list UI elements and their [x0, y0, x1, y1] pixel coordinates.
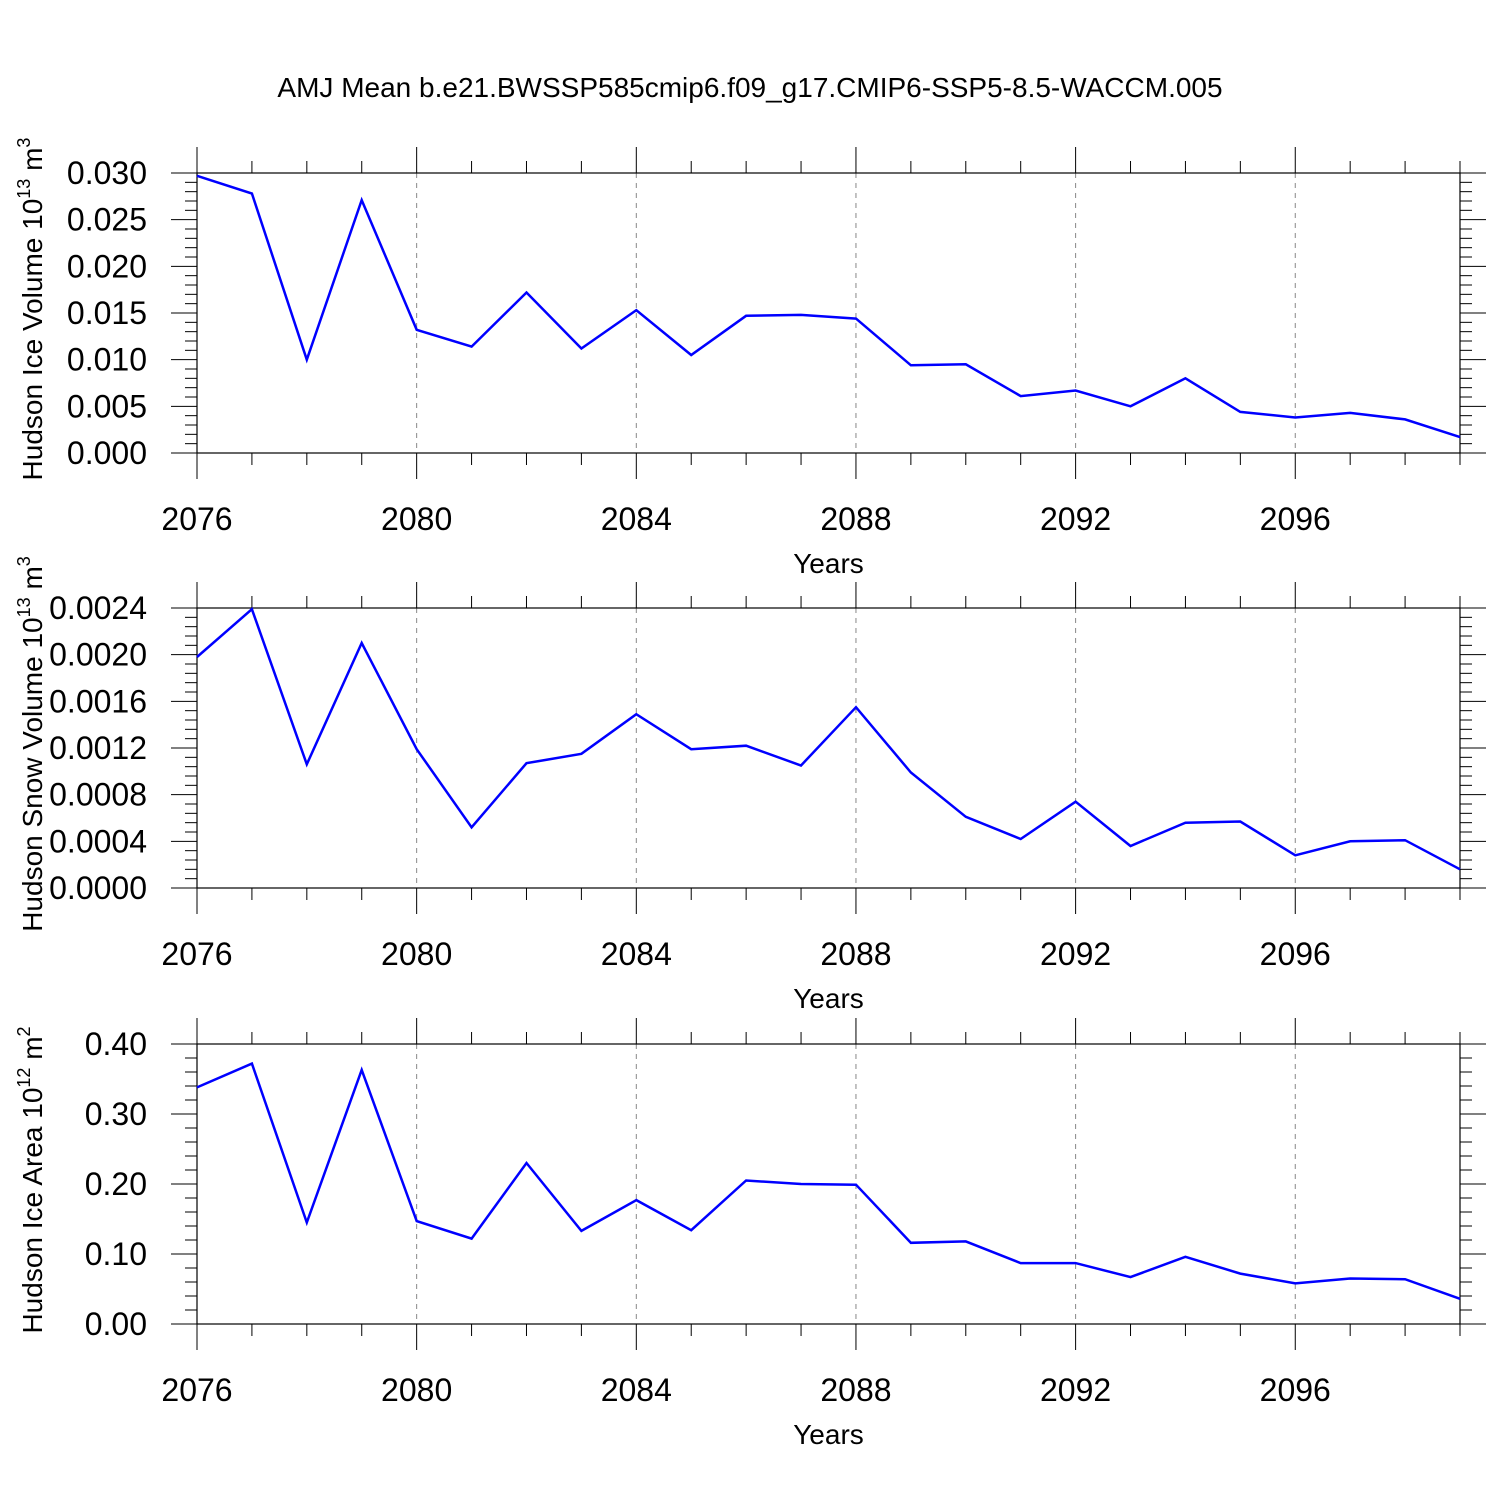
y-axis-label-unit: m	[17, 566, 48, 597]
x-tick-label: 2092	[1040, 936, 1111, 972]
y-tick-label: 0.0008	[49, 777, 147, 813]
y-tick-label: 0.0004	[49, 823, 147, 859]
y-tick-label: 0.030	[67, 155, 147, 191]
panel-2: 2076 2080 2084 2088 2092 2096 0.0000 0.0004 0.00…	[14, 556, 1486, 1014]
y-axis-label-exponent: 13	[14, 179, 34, 199]
x-tick-label: 2088	[820, 1372, 891, 1408]
y-tick-label: 0.0012	[49, 730, 147, 766]
x-tick-label: 2096	[1260, 936, 1331, 972]
plot-frame	[196, 172, 1461, 454]
y-axis-label-exponent: 12	[14, 1068, 34, 1088]
y-axis-label-unit: m	[17, 1036, 48, 1067]
x-tick-label: 2076	[161, 501, 232, 537]
x-axis-label: Years	[793, 983, 864, 1014]
y-tick-label: 0.10	[85, 1236, 147, 1272]
panel-1: 2076 2080 2084 2088 2092 2096 0.000 0.005 0.010 0…	[14, 138, 1486, 579]
y-axis-label-unit-exponent: 2	[14, 1026, 34, 1036]
x-tick-label: 2084	[601, 936, 672, 972]
y-tick-label: 0.025	[67, 202, 147, 238]
x-tick-label: 2084	[601, 501, 672, 537]
y-axis-label: Hudson Ice Volume 1013 m3	[14, 138, 48, 481]
y-tick-label: 0.005	[67, 388, 147, 424]
y-tick-label: 0.010	[67, 342, 147, 378]
x-axis-label: Years	[793, 548, 864, 579]
x-tick-label: 2088	[820, 501, 891, 537]
x-tick-label: 2084	[601, 1372, 672, 1408]
series-line	[196, 1061, 1461, 1300]
y-tick-label: 0.0020	[49, 637, 147, 673]
x-tick-label: 2076	[161, 936, 232, 972]
y-tick-label: 0.000	[67, 435, 147, 471]
x-tick-label: 2088	[820, 936, 891, 972]
series-line	[196, 607, 1461, 871]
y-axis-label-text: Hudson Snow Volume 10	[17, 617, 48, 931]
y-axis-label: Hudson Snow Volume 1013 m3	[14, 556, 48, 932]
y-axis-label-exponent: 13	[14, 597, 34, 617]
y-axis-label-unit-exponent: 3	[14, 138, 34, 148]
plot-frame	[196, 607, 1461, 889]
y-tick-label: 0.015	[67, 295, 147, 331]
y-tick-label: 0.00	[85, 1306, 147, 1342]
y-axis-label-text: Hudson Ice Volume 10	[17, 199, 48, 481]
y-tick-label: 0.0000	[49, 870, 147, 906]
y-tick-label: 0.40	[85, 1026, 147, 1062]
x-tick-label: 2076	[161, 1372, 232, 1408]
x-axis-label: Years	[793, 1419, 864, 1450]
y-tick-label: 0.0016	[49, 683, 147, 719]
x-tick-label: 2096	[1260, 501, 1331, 537]
series-line	[196, 174, 1461, 439]
y-axis-label-text: Hudson Ice Area 10	[17, 1088, 48, 1334]
y-axis-label-unit-exponent: 3	[14, 556, 34, 566]
y-axis-label: Hudson Ice Area 1012 m2	[14, 1026, 48, 1333]
x-tick-label: 2092	[1040, 1372, 1111, 1408]
x-tick-label: 2080	[381, 936, 452, 972]
y-tick-label: 0.20	[85, 1166, 147, 1202]
y-axis-label-unit: m	[17, 148, 48, 179]
y-tick-label: 0.30	[85, 1096, 147, 1132]
x-tick-label: 2080	[381, 501, 452, 537]
x-tick-label: 2080	[381, 1372, 452, 1408]
x-tick-label: 2092	[1040, 501, 1111, 537]
y-tick-label: 0.0024	[49, 590, 147, 626]
panel-3: 2076 2080 2084 2088 2092 2096 0.00 0.10 0.20 0.30…	[14, 1018, 1486, 1450]
x-tick-label: 2096	[1260, 1372, 1331, 1408]
figure-title: AMJ Mean b.e21.BWSSP585cmip6.f09_g17.CMI…	[277, 72, 1223, 103]
y-tick-label: 0.020	[67, 248, 147, 284]
